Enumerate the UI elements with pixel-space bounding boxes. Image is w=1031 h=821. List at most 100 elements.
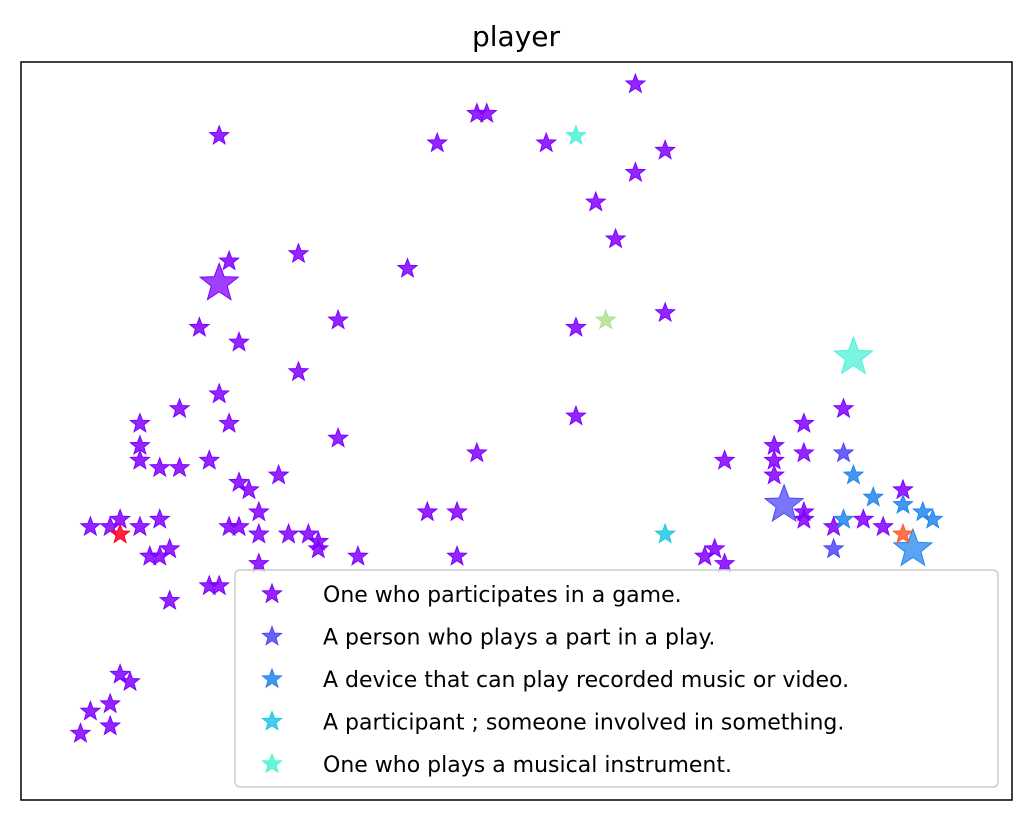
points-layer xyxy=(69,72,944,743)
data-point xyxy=(654,522,677,544)
data-point xyxy=(763,449,786,470)
data-point xyxy=(832,397,855,419)
legend-marker xyxy=(261,710,283,731)
data-point xyxy=(426,131,449,153)
series-3 xyxy=(654,522,677,544)
data-point xyxy=(793,508,815,529)
data-point xyxy=(416,500,439,522)
data-point xyxy=(247,500,270,522)
data-point xyxy=(703,537,726,559)
legend-label: A person who plays a part in a play. xyxy=(323,626,715,651)
legend-marker xyxy=(261,625,283,646)
data-point xyxy=(822,537,845,559)
legend-label: A device that can play recorded music or… xyxy=(323,668,849,693)
data-point xyxy=(307,530,330,551)
series-7 xyxy=(109,522,131,544)
data-point xyxy=(892,493,914,515)
data-point-large xyxy=(833,335,874,375)
data-point xyxy=(277,522,300,544)
data-point xyxy=(793,412,815,433)
data-point xyxy=(129,412,151,433)
data-point xyxy=(535,131,558,153)
legend-marker xyxy=(261,752,283,774)
data-point xyxy=(654,301,677,323)
data-point xyxy=(168,456,191,478)
data-point xyxy=(119,670,141,692)
data-point xyxy=(832,508,855,529)
data-point xyxy=(852,508,875,529)
data-point xyxy=(129,515,151,537)
data-point xyxy=(842,463,865,485)
data-point xyxy=(148,456,171,478)
data-point xyxy=(654,139,677,160)
legend-marker xyxy=(261,582,283,604)
data-point xyxy=(565,124,587,146)
data-point xyxy=(287,242,310,264)
chart-title: player xyxy=(472,20,561,53)
data-point xyxy=(832,441,855,463)
data-point xyxy=(872,515,895,537)
data-point xyxy=(267,463,290,485)
data-point xyxy=(198,449,221,470)
data-point xyxy=(793,441,815,463)
data-point xyxy=(862,485,885,507)
data-point xyxy=(247,522,270,544)
series-6 xyxy=(892,522,914,544)
data-point xyxy=(99,692,122,714)
data-point xyxy=(446,545,468,566)
data-point xyxy=(793,500,815,522)
data-point xyxy=(624,72,647,94)
data-point xyxy=(624,161,647,182)
data-point xyxy=(208,124,231,146)
data-point xyxy=(594,308,617,330)
data-point-large xyxy=(892,527,934,567)
data-point xyxy=(208,382,231,404)
data-point xyxy=(247,552,270,574)
data-point xyxy=(79,515,102,537)
series-2 xyxy=(832,463,944,567)
data-point xyxy=(287,360,310,382)
legend-label: A participant ; someone involved in some… xyxy=(323,711,844,736)
data-point xyxy=(465,441,488,463)
data-point xyxy=(475,102,498,123)
data-point xyxy=(604,227,627,249)
data-point xyxy=(99,714,122,736)
data-point xyxy=(307,537,330,559)
legend-box xyxy=(234,569,999,788)
data-point xyxy=(763,463,786,485)
data-point-large xyxy=(763,483,805,523)
data-point xyxy=(396,257,419,278)
data-point xyxy=(892,522,914,544)
data-point xyxy=(218,412,240,433)
data-point xyxy=(921,508,944,529)
data-point xyxy=(228,331,250,352)
legend-marker xyxy=(261,667,283,689)
data-point xyxy=(79,700,102,721)
data-point xyxy=(763,434,786,456)
data-point xyxy=(713,552,736,574)
data-point xyxy=(327,426,349,448)
data-point xyxy=(158,589,181,610)
data-point xyxy=(713,449,736,470)
series-0 xyxy=(69,72,914,743)
data-point xyxy=(168,397,191,419)
data-point xyxy=(238,478,260,500)
data-point xyxy=(565,404,587,426)
series-1 xyxy=(763,441,855,559)
data-point xyxy=(565,316,587,337)
data-point xyxy=(69,722,92,743)
data-point xyxy=(109,522,131,544)
data-point xyxy=(148,508,171,529)
series-5 xyxy=(594,308,617,330)
legend: One who participates in a game. A person … xyxy=(234,569,999,788)
data-point xyxy=(327,308,349,330)
series-4 xyxy=(565,124,874,375)
data-point xyxy=(158,537,181,559)
data-point-large xyxy=(198,261,240,301)
legend-label: One who participates in a game. xyxy=(323,583,682,608)
data-point xyxy=(218,249,240,271)
data-point xyxy=(584,190,607,212)
data-point xyxy=(129,449,151,470)
data-point xyxy=(228,515,250,537)
